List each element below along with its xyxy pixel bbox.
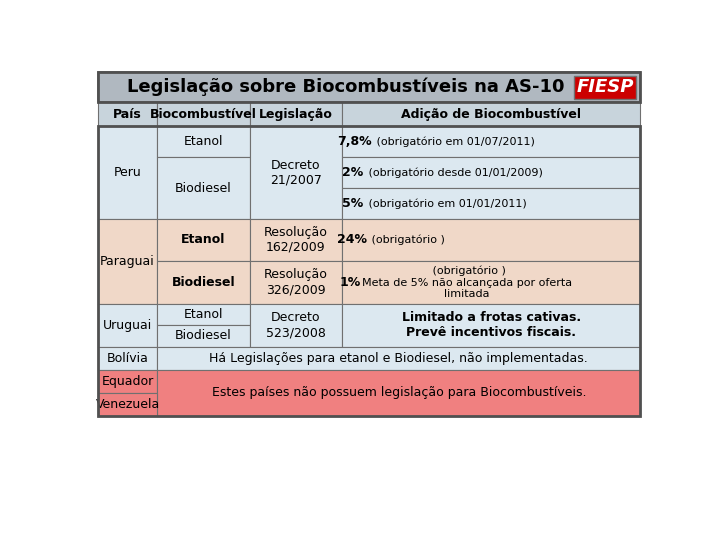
- Bar: [342, 188, 640, 219]
- Bar: [158, 219, 250, 261]
- Bar: [342, 219, 640, 261]
- Text: (obrigatório em 01/01/2011): (obrigatório em 01/01/2011): [365, 198, 527, 208]
- Bar: [250, 261, 342, 303]
- Text: Etanol: Etanol: [181, 233, 226, 246]
- Bar: [342, 102, 640, 126]
- Text: Resolução
162/2009: Resolução 162/2009: [264, 226, 328, 254]
- Text: Paraguai: Paraguai: [100, 255, 155, 268]
- Bar: [98, 102, 158, 126]
- Bar: [158, 261, 250, 303]
- Bar: [98, 72, 640, 102]
- Text: FIESP: FIESP: [577, 78, 634, 96]
- Bar: [158, 157, 250, 219]
- Text: Uruguai: Uruguai: [103, 319, 152, 332]
- Bar: [342, 157, 640, 188]
- Text: Venezuela: Venezuela: [96, 398, 160, 411]
- Bar: [250, 219, 342, 261]
- Text: Etanol: Etanol: [184, 136, 223, 148]
- Text: (obrigatório desde 01/01/2009): (obrigatório desde 01/01/2009): [365, 167, 543, 178]
- Bar: [250, 102, 342, 126]
- Bar: [158, 126, 250, 157]
- Bar: [98, 303, 158, 347]
- Text: Equador: Equador: [102, 375, 153, 388]
- Bar: [158, 102, 250, 126]
- Text: Peru: Peru: [114, 166, 141, 179]
- Text: (obrigatório em 01/07/2011): (obrigatório em 01/07/2011): [373, 137, 535, 147]
- Bar: [98, 347, 158, 370]
- Text: Limitado a frotas cativas.
Prevê incentivos fiscais.: Limitado a frotas cativas. Prevê incenti…: [402, 311, 580, 339]
- Bar: [98, 126, 640, 416]
- Text: 2%: 2%: [342, 166, 364, 179]
- Bar: [98, 72, 640, 102]
- Text: 24%: 24%: [337, 233, 366, 246]
- Text: Estes países não possuem legislação para Biocombustíveis.: Estes países não possuem legislação para…: [212, 386, 586, 399]
- Text: Bolívia: Bolívia: [107, 352, 148, 365]
- Bar: [98, 393, 158, 416]
- Text: Legislação sobre Biocombustíveis na AS-10: Legislação sobre Biocombustíveis na AS-1…: [127, 78, 564, 96]
- Text: 5%: 5%: [342, 197, 364, 210]
- Text: Adição de Biocombustível: Adição de Biocombustível: [401, 107, 581, 120]
- Bar: [158, 370, 640, 416]
- Bar: [98, 219, 158, 303]
- Text: Há Legislações para etanol e Biodiesel, não implementadas.: Há Legislações para etanol e Biodiesel, …: [210, 352, 588, 365]
- Text: Biocombustível: Biocombustível: [150, 107, 257, 120]
- Text: Etanol: Etanol: [184, 308, 223, 321]
- Bar: [342, 261, 640, 303]
- Bar: [98, 126, 158, 219]
- Text: 1%: 1%: [339, 276, 361, 289]
- Bar: [575, 76, 636, 99]
- Bar: [158, 347, 640, 370]
- Bar: [158, 303, 250, 325]
- Bar: [158, 325, 250, 347]
- Bar: [98, 370, 158, 393]
- Text: (obrigatório )
Meta de 5% não alcançada por oferta
limitada: (obrigatório ) Meta de 5% não alcançada …: [362, 266, 572, 299]
- Text: (obrigatório ): (obrigatório ): [368, 235, 445, 245]
- Text: Resolução
326/2009: Resolução 326/2009: [264, 268, 328, 296]
- Bar: [342, 126, 640, 157]
- Text: Decreto
523/2008: Decreto 523/2008: [266, 311, 325, 339]
- Bar: [342, 303, 640, 347]
- Text: Decreto
21/2007: Decreto 21/2007: [270, 159, 322, 187]
- Text: País: País: [113, 107, 142, 120]
- Text: Biodiesel: Biodiesel: [175, 181, 232, 194]
- Bar: [250, 126, 342, 219]
- Text: Biodiesel: Biodiesel: [172, 276, 235, 289]
- Text: 7,8%: 7,8%: [337, 136, 372, 148]
- Text: Legislação: Legislação: [258, 107, 333, 120]
- Bar: [250, 303, 342, 347]
- Text: Biodiesel: Biodiesel: [175, 329, 232, 342]
